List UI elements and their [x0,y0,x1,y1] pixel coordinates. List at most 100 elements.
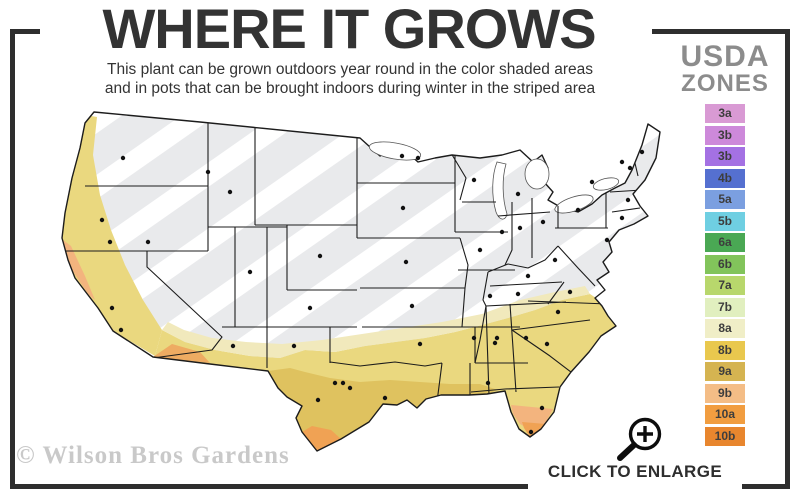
zone-cell-3b-1: 3b [705,125,745,145]
state-borders-west [62,120,358,368]
lake-michigan [492,161,508,220]
city-dot [528,429,534,435]
map-fills [62,112,660,451]
lake-superior [368,141,422,161]
city-dot [544,341,550,347]
city-dot [555,309,561,315]
city-dot [515,191,521,197]
city-dot [205,169,211,175]
city-dot [499,229,505,235]
city-dot [118,327,124,333]
lake-ontario [592,177,620,191]
city-dot [604,237,610,243]
city-dot [492,340,498,346]
city-dot [471,177,477,183]
city-dot [382,395,388,401]
zone-west-coast-yellow [62,114,162,356]
zone-cell-9b-13: 9b [705,383,745,403]
city-dot [589,179,595,185]
click-to-enlarge-label[interactable]: CLICK TO ENLARGE [547,462,723,481]
lake-huron [524,158,550,190]
city-dot [399,153,405,159]
frame-bottom-right-stub [742,484,790,489]
zone-cell-3b-2: 3b [705,147,745,166]
city-dot [332,380,338,386]
city-dot [291,343,297,349]
state-borders-central [329,135,528,403]
state-borders [62,120,643,403]
zone-cell-8a-10: 8a [705,319,745,338]
frame-left [10,29,15,489]
usda-zone-map[interactable] [50,100,670,462]
city-dot [517,225,523,231]
city-dot [619,159,625,165]
city-dot [247,269,253,275]
city-dot [347,385,353,391]
magnifier-lens [628,417,662,451]
city-dot [575,207,581,213]
zone-texas-tip-orange [302,426,341,451]
city-dot [619,215,625,221]
city-dot [477,247,483,253]
frame-right [785,29,790,489]
city-dot [99,217,105,223]
city-dot [400,205,406,211]
city-dot [415,155,421,161]
zone-cell-10a-14: 10a [705,405,745,424]
city-dot [109,305,115,311]
frame-top-left-stub [10,29,40,34]
city-dot [315,397,321,403]
city-dot [540,219,546,225]
city-dot [417,341,423,347]
city-dot [494,335,500,341]
subtitle: This plant can be grown outdoors year ro… [40,61,660,99]
watermark: © Wilson Bros Gardens [16,442,290,469]
city-dot [485,380,491,386]
city-dot [515,291,521,297]
city-dot [409,303,415,309]
city-dot [523,335,529,341]
zone-cell-10b-15: 10b [705,426,745,446]
zone-cell-5a-4: 5a [705,190,745,209]
city-dot [230,343,236,349]
great-lakes [368,141,620,220]
frame-bottom-left [10,484,528,489]
city-dot [487,293,493,299]
zone-cell-6b-7: 6b [705,254,745,274]
legend-title-zones: ZONES [681,70,769,97]
city-dot [639,149,645,155]
city-dot [403,259,409,265]
city-dot [552,257,558,263]
zone-cell-9a-12: 9a [705,362,745,381]
city-dots [99,149,645,435]
city-dot [539,405,545,411]
city-dot [145,239,151,245]
subtitle-line-2: and in pots that can be brought indoors … [104,79,596,97]
subtitle-line-1: This plant can be grown outdoors year ro… [107,61,593,78]
city-dot [625,197,631,203]
zone-cell-7b-9: 7b [705,297,745,317]
city-dot [227,189,233,195]
usda-zones-legend: USDA ZONES 3a 3b 3b 4b 5a 5b 6a 6b 7a 7b 8a 8b 9a 9b 1… [663,42,787,448]
zone-california-coast-peach [63,240,95,300]
city-dot [120,155,126,161]
frame-top-right [652,29,790,34]
zone-pale-fringe [162,286,590,358]
magnifier-zoom-icon[interactable] [612,410,670,468]
zone-cell-8b-11: 8b [705,340,745,360]
legend-title-usda: USDA [680,40,770,73]
city-dot [307,305,313,311]
city-dot [340,380,346,386]
magnifier-plus-icon [637,426,653,442]
page-title: WHERE IT GROWS [102,0,596,60]
zone-cell-3a-0: 3a [705,104,745,123]
city-dot [627,165,633,171]
city-dot [567,289,573,295]
city-dot [107,239,113,245]
zone-cell-4b-3: 4b [705,168,745,188]
city-dot [525,273,531,279]
zone-florida-orange [522,422,546,437]
zone-south-yellow [155,294,616,451]
city-dot [317,253,323,259]
